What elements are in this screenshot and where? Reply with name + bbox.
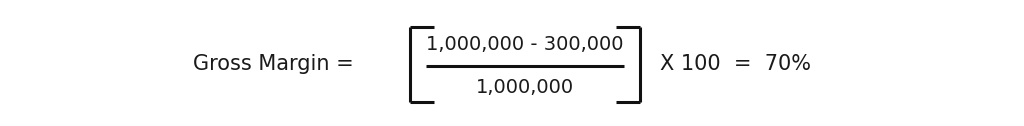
Text: X 100  =  70%: X 100 = 70% [659,54,811,74]
Text: Gross Margin =: Gross Margin = [194,54,354,74]
Text: 1,000,000 - 300,000: 1,000,000 - 300,000 [426,35,624,54]
Text: 1,000,000: 1,000,000 [476,78,573,97]
